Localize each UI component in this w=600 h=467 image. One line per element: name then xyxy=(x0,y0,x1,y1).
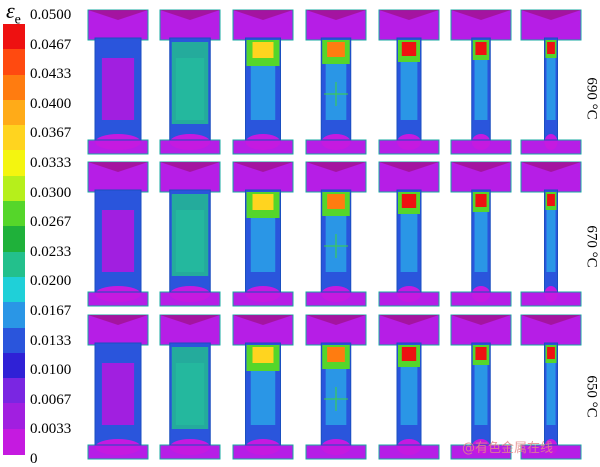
specimen-panel xyxy=(305,161,367,307)
legend-title: εe xyxy=(6,0,21,28)
legend-tick-label: 0.0467 xyxy=(30,36,72,53)
specimen-panel xyxy=(520,161,582,307)
legend-swatch xyxy=(3,24,25,50)
specimen-panel xyxy=(87,314,149,460)
specimen-panel xyxy=(232,161,294,307)
legend-swatch xyxy=(3,125,25,152)
legend-swatch xyxy=(3,74,25,101)
legend-tick-label: 0.0367 xyxy=(30,125,72,142)
legend-tick-top: 0.0500 xyxy=(30,7,72,23)
legend-swatch xyxy=(3,352,25,379)
specimen-panel xyxy=(232,314,294,460)
specimen-panel xyxy=(520,9,582,155)
specimen-panel xyxy=(378,314,440,460)
specimen-panel xyxy=(305,9,367,155)
legend-swatch xyxy=(3,403,25,430)
specimen-panel xyxy=(159,9,221,155)
legend-swatch xyxy=(3,99,25,126)
legend-tick-label: 0.0033 xyxy=(30,421,72,438)
legend-tick-label: 0.0133 xyxy=(30,332,72,349)
specimen-panel xyxy=(378,161,440,307)
legend-swatch xyxy=(3,302,25,329)
legend-swatch xyxy=(3,327,25,354)
legend-tick-label: 0.0100 xyxy=(30,362,72,379)
legend-tick-label: 0.0333 xyxy=(30,155,72,171)
legend-tick-label: 0.0300 xyxy=(30,184,72,201)
legend-swatch xyxy=(3,251,25,278)
legend-swatch xyxy=(3,201,25,228)
specimen-panel xyxy=(450,161,512,307)
temperature-label-row3: 650 °C xyxy=(583,375,600,418)
specimen-panel xyxy=(232,9,294,155)
legend-tick-label: 0 xyxy=(30,451,38,467)
legend-tick-label: 0.0067 xyxy=(30,391,72,408)
temperature-label-row1: 690 °C xyxy=(583,77,600,120)
specimen-panel xyxy=(159,314,221,460)
legend-swatch xyxy=(3,428,25,455)
legend-tick-label: 0.0200 xyxy=(30,273,72,290)
specimen-panel xyxy=(450,314,512,460)
specimen-panel xyxy=(520,314,582,460)
legend-tick-label: 0.0167 xyxy=(30,303,72,319)
temperature-label-row2: 670 °C xyxy=(583,225,600,268)
legend-swatch xyxy=(3,276,25,303)
legend-swatch xyxy=(3,49,25,76)
specimen-panel xyxy=(450,9,512,155)
legend-tick-label: 0.0233 xyxy=(30,243,72,260)
legend-tick-label: 0.0433 xyxy=(30,66,72,83)
specimen-panel xyxy=(87,9,149,155)
specimen-panel xyxy=(87,161,149,307)
legend-swatch xyxy=(3,378,25,405)
legend-swatch xyxy=(3,175,25,202)
specimen-panel xyxy=(378,9,440,155)
specimen-panel xyxy=(159,161,221,307)
specimen-panel xyxy=(305,314,367,460)
legend-tick-label: 0.0400 xyxy=(30,95,72,112)
legend-swatch xyxy=(3,150,25,177)
legend-tick-label: 0.0267 xyxy=(30,214,72,231)
watermark: @有色金属在线 xyxy=(462,441,554,456)
legend-swatch xyxy=(3,226,25,253)
